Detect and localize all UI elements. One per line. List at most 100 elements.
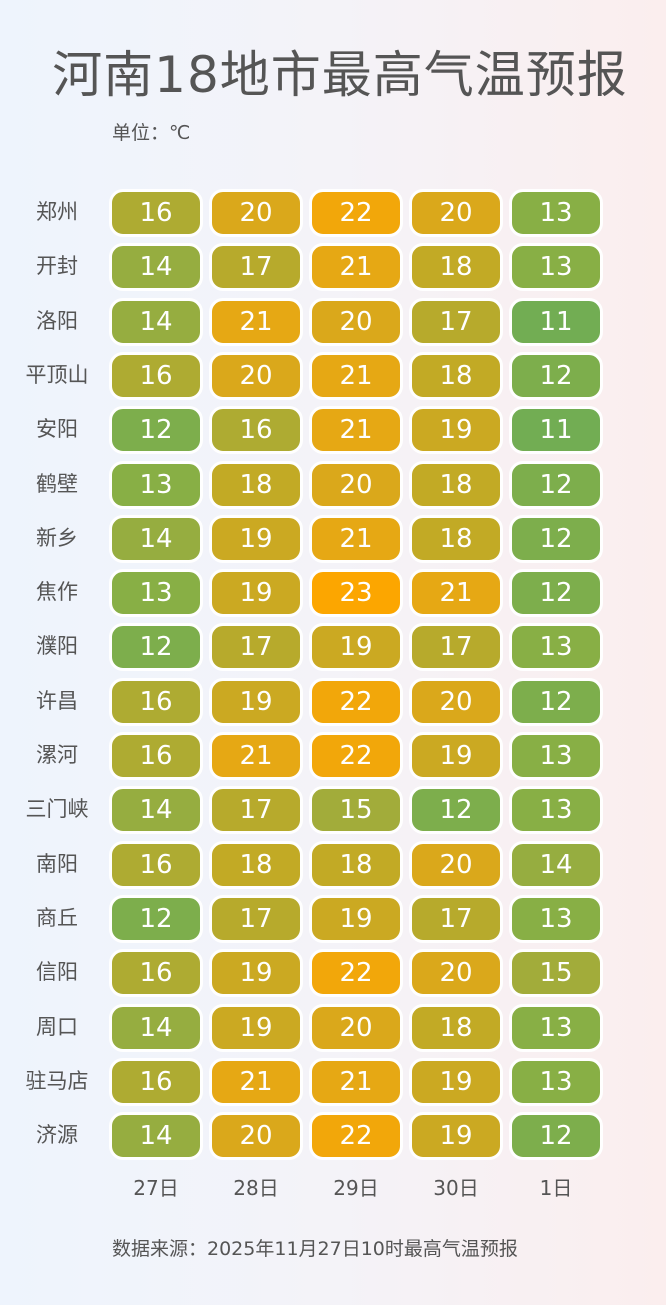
city-label: 平顶山 — [25, 362, 89, 387]
day-label: 29日 — [333, 1176, 379, 1200]
temperature-cell: 17 — [209, 243, 303, 292]
temperature-cell: 12 — [109, 894, 203, 943]
temperature-cell: 18 — [209, 840, 303, 889]
temperature-cell: 13 — [509, 1057, 603, 1106]
temperature-cell: 12 — [509, 1112, 603, 1161]
temperature-cell: 21 — [309, 351, 403, 400]
city-label: 驻马店 — [25, 1068, 89, 1093]
temperature-cell: 20 — [409, 189, 503, 237]
temperature-cell: 18 — [409, 243, 503, 292]
temperature-cell: 18 — [409, 514, 503, 563]
chart-title: 河南18地市最高气温预报 — [52, 46, 628, 104]
temperature-cell: 14 — [109, 1112, 203, 1161]
table-row: 许昌 16 19 22 20 12 — [0, 677, 666, 726]
temperature-cell: 19 — [409, 732, 503, 780]
temperature-cell: 20 — [309, 297, 403, 346]
temperature-cell: 16 — [109, 677, 203, 726]
temperature-cell: 12 — [509, 514, 603, 563]
city-label: 开封 — [36, 254, 78, 279]
temperature-cell: 19 — [409, 1112, 503, 1161]
city-label: 信阳 — [36, 960, 78, 985]
city-label: 鹤壁 — [36, 471, 78, 496]
table-row: 平顶山 16 20 21 18 12 — [0, 351, 666, 400]
table-row: 洛阳 14 21 20 17 11 — [0, 297, 666, 346]
day-label: 28日 — [233, 1176, 279, 1200]
city-label: 三门峡 — [25, 797, 89, 822]
day-label: 27日 — [133, 1176, 179, 1200]
temperature-cell: 16 — [109, 1057, 203, 1106]
temperature-cell: 13 — [509, 243, 603, 292]
temperature-cell: 13 — [509, 732, 603, 780]
day-label: 1日 — [539, 1176, 573, 1200]
temperature-cell: 13 — [509, 189, 603, 237]
temperature-cell: 12 — [509, 677, 603, 726]
temperature-cell: 19 — [409, 1057, 503, 1106]
temperature-cell: 21 — [209, 1057, 303, 1106]
unit-label: 单位：℃ — [112, 122, 191, 144]
temperature-cell: 12 — [509, 460, 603, 509]
temperature-cell: 16 — [109, 840, 203, 889]
city-label: 许昌 — [36, 688, 78, 713]
temperature-cell: 17 — [209, 623, 303, 672]
temperature-cell: 20 — [409, 949, 503, 998]
table-row: 焦作 13 19 23 21 12 — [0, 569, 666, 618]
city-label: 洛阳 — [36, 308, 78, 333]
temperature-cell: 14 — [109, 243, 203, 292]
temperature-cell: 22 — [309, 732, 403, 780]
temperature-cell: 18 — [409, 460, 503, 509]
temperature-cell: 20 — [309, 460, 403, 509]
temperature-cell: 12 — [509, 569, 603, 618]
temperature-cell: 21 — [409, 569, 503, 618]
temperature-cell: 14 — [109, 1003, 203, 1052]
temperature-cell: 21 — [309, 243, 403, 292]
temperature-cell: 13 — [109, 569, 203, 618]
temperature-cell: 19 — [209, 569, 303, 618]
temperature-cell: 13 — [509, 1003, 603, 1052]
temperature-cell: 11 — [509, 297, 603, 346]
temperature-cell: 19 — [209, 1003, 303, 1052]
table-row: 信阳 16 19 22 20 15 — [0, 949, 666, 998]
table-row: 新乡 14 19 21 18 12 — [0, 514, 666, 563]
temperature-cell: 12 — [409, 786, 503, 835]
temperature-cell: 18 — [209, 460, 303, 509]
temperature-cell: 11 — [509, 406, 603, 455]
city-label: 郑州 — [36, 200, 78, 224]
temperature-cell: 19 — [409, 406, 503, 455]
temperature-cell: 14 — [109, 514, 203, 563]
temperature-cell: 19 — [209, 677, 303, 726]
temperature-cell: 20 — [209, 189, 303, 237]
temperature-cell: 21 — [309, 514, 403, 563]
temperature-cell: 14 — [109, 297, 203, 346]
temperature-cell: 19 — [309, 894, 403, 943]
table-row: 安阳 12 16 21 19 11 — [0, 406, 666, 455]
table-row: 济源 14 20 22 19 12 — [0, 1112, 666, 1161]
temperature-cell: 19 — [209, 949, 303, 998]
temperature-cell: 20 — [409, 840, 503, 889]
city-label: 济源 — [36, 1123, 78, 1148]
temperature-cell: 18 — [309, 840, 403, 889]
city-label: 南阳 — [36, 851, 78, 876]
temperature-cell: 17 — [409, 297, 503, 346]
table-row: 濮阳 12 17 19 17 13 — [0, 623, 666, 672]
city-label: 新乡 — [36, 525, 78, 550]
table-row: 商丘 12 17 19 17 13 — [0, 894, 666, 943]
temperature-cell: 16 — [109, 189, 203, 237]
temperature-cell: 18 — [409, 351, 503, 400]
temperature-cell: 16 — [109, 949, 203, 998]
temperature-cell: 19 — [209, 514, 303, 563]
temperature-cell: 21 — [209, 732, 303, 780]
day-axis: 27日 28日 29日 30日 1日 — [0, 1172, 666, 1202]
temperature-cell: 13 — [509, 894, 603, 943]
city-label: 漯河 — [36, 743, 78, 767]
temperature-cell: 17 — [209, 894, 303, 943]
table-row: 鹤壁 13 18 20 18 12 — [0, 460, 666, 509]
data-source-note: 数据来源：2025年11月27日10时最高气温预报 — [112, 1238, 518, 1260]
temperature-cell: 13 — [109, 460, 203, 509]
temperature-cell: 14 — [509, 840, 603, 889]
temperature-cell: 12 — [109, 406, 203, 455]
day-label: 30日 — [433, 1176, 479, 1200]
temperature-cell: 13 — [509, 623, 603, 672]
city-label: 濮阳 — [36, 634, 78, 659]
temperature-cell: 16 — [109, 732, 203, 780]
temperature-cell: 20 — [209, 351, 303, 400]
